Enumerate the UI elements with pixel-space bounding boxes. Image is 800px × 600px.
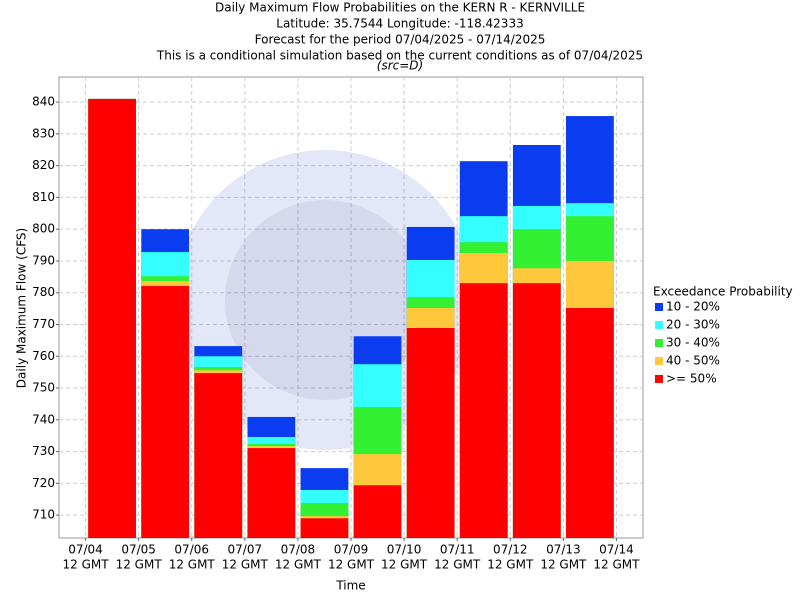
bar (406, 327, 455, 538)
bars (88, 98, 614, 539)
y-tick-label: 830 (32, 126, 55, 140)
x-tick-sublabel: 12 GMT (328, 558, 375, 572)
x-axis-label: Time (335, 579, 365, 593)
x-tick-sublabel: 12 GMT (222, 558, 269, 572)
x-tick-sublabel: 12 GMT (540, 558, 587, 572)
bar (194, 373, 243, 538)
legend-swatch (655, 321, 663, 329)
x-tick-sublabel: 12 GMT (169, 558, 216, 572)
y-tick-label: 750 (32, 381, 55, 395)
y-tick-label: 770 (32, 317, 55, 331)
x-tick-label: 07/05 (121, 543, 156, 557)
x-tick-sublabel: 12 GMT (275, 558, 322, 572)
y-tick-label: 810 (32, 190, 55, 204)
legend-label: 30 - 40% (666, 336, 720, 350)
bar (566, 307, 614, 538)
x-tick-label: 07/08 (281, 543, 316, 557)
legend-swatch (655, 357, 663, 365)
chart-title: Daily Maximum Flow Probabilities on the … (215, 1, 585, 15)
y-tick-label: 760 (32, 349, 55, 363)
chart-title: This is a conditional simulation based o… (156, 49, 643, 63)
x-tick-sublabel: 12 GMT (116, 558, 163, 572)
legend-title: Exceedance Probability (653, 285, 793, 299)
y-tick-label: 740 (32, 412, 55, 426)
x-tick-sublabel: 12 GMT (593, 558, 640, 572)
x-tick-sublabel: 12 GMT (487, 558, 534, 572)
x-tick-label: 07/10 (387, 543, 422, 557)
x-tick-label: 07/14 (599, 543, 634, 557)
y-tick-label: 800 (32, 222, 55, 236)
y-tick-label: 780 (32, 285, 55, 299)
x-tick-label: 07/04 (68, 543, 103, 557)
chart-title: Latitude: 35.7544 Longitude: -118.42333 (276, 17, 523, 31)
legend-label: 20 - 30% (666, 318, 720, 332)
y-tick-label: 710 (32, 508, 55, 522)
x-tick-label: 07/06 (174, 543, 209, 557)
legend-label: >= 50% (666, 372, 717, 386)
y-axis-label: Daily Maximum Flow (CFS) (15, 228, 29, 388)
bar (300, 518, 349, 538)
y-tick-label: 730 (32, 444, 55, 458)
legend-swatch (655, 303, 663, 311)
x-tick-sublabel: 12 GMT (434, 558, 481, 572)
x-tick-label: 07/07 (228, 543, 263, 557)
bar (141, 286, 190, 538)
legend-swatch (655, 375, 663, 383)
y-tick-label: 820 (32, 158, 55, 172)
y-tick-label: 790 (32, 253, 55, 267)
x-tick-sublabel: 12 GMT (63, 558, 110, 572)
x-tick-label: 07/12 (493, 543, 528, 557)
bar (512, 283, 561, 538)
bar (459, 283, 508, 538)
bar (88, 98, 136, 538)
x-tick-label: 07/13 (546, 543, 581, 557)
x-tick-label: 07/09 (334, 543, 369, 557)
bar (247, 448, 296, 538)
x-tick-label: 07/11 (440, 543, 475, 557)
x-tick-sublabel: 12 GMT (381, 558, 428, 572)
y-tick-label: 840 (32, 95, 55, 109)
chart-subtitle: (src=D) (377, 59, 423, 73)
legend-swatch (655, 339, 663, 347)
legend-label: 40 - 50% (666, 354, 720, 368)
y-tick-label: 720 (32, 476, 55, 490)
chart-title: Forecast for the period 07/04/2025 - 07/… (255, 33, 546, 47)
legend-label: 10 - 20% (666, 300, 720, 314)
bar (353, 485, 402, 538)
